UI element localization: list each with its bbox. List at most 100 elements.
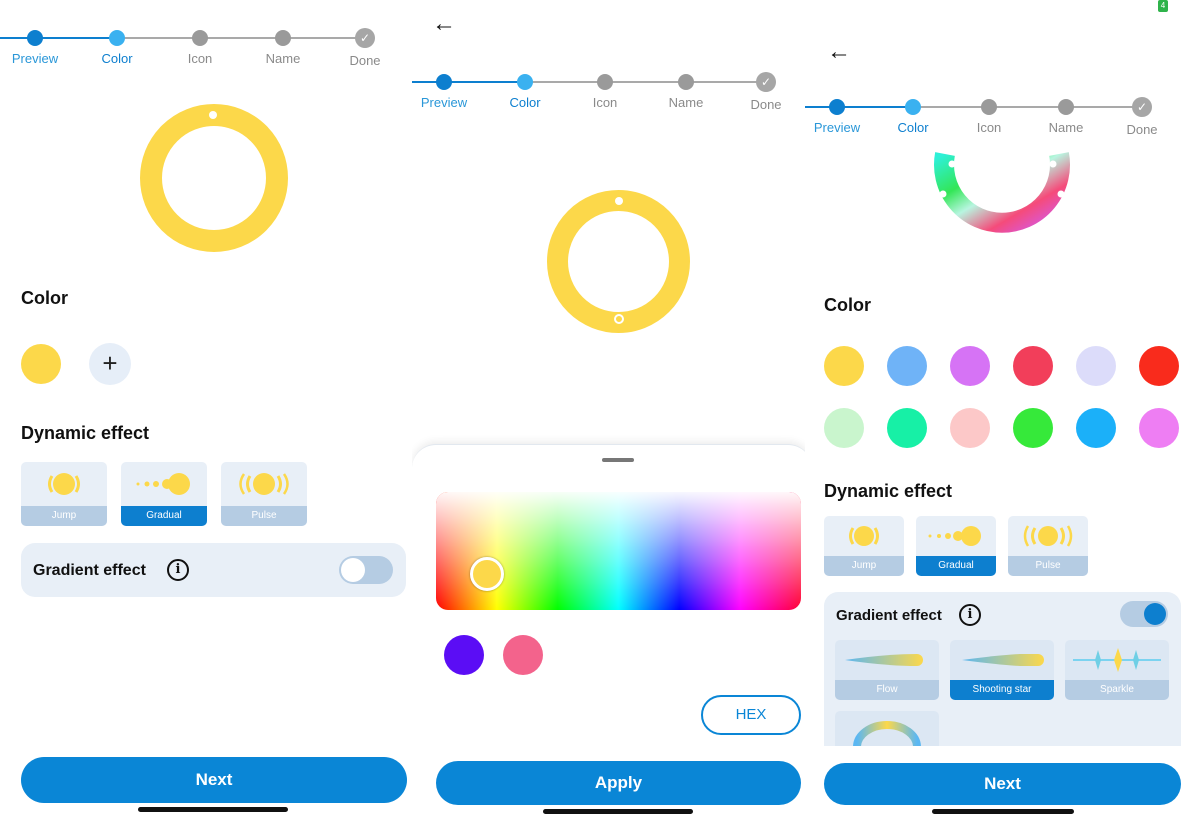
pulse-effect-icon — [1023, 525, 1073, 547]
check-icon: ✓ — [756, 72, 776, 92]
sheet-drag-handle[interactable] — [602, 458, 634, 462]
step-preview[interactable]: Preview — [0, 30, 75, 66]
palette-color-swatch[interactable] — [950, 408, 990, 448]
step-dot — [436, 74, 452, 90]
step-label: Done — [750, 97, 782, 112]
status-badge-icon: 4 — [1158, 0, 1168, 12]
gradient-arc-card[interactable] — [835, 711, 939, 746]
step-label: Done — [1126, 122, 1158, 137]
info-icon[interactable]: i — [959, 604, 981, 626]
step-preview[interactable]: Preview — [412, 74, 484, 110]
screen-color-preview: Preview Color Icon Name ✓ Done Color + Dy… — [0, 0, 410, 822]
gradient-shooting-star-card[interactable]: Shooting star — [950, 640, 1054, 700]
rainbow-ring-preview — [934, 152, 1070, 255]
step-icon[interactable]: Icon — [160, 30, 240, 66]
palette-color-swatch[interactable] — [1076, 408, 1116, 448]
gradient-effect-row: Gradient effect i — [21, 543, 406, 597]
effect-pulse-card[interactable]: Pulse — [1008, 516, 1088, 576]
step-name[interactable]: Name — [243, 30, 323, 66]
step-label: Color — [897, 120, 929, 135]
dynamic-effect-heading: Dynamic effect — [824, 481, 953, 501]
ring-indicator-dot-hollow — [614, 314, 624, 324]
check-icon: ✓ — [1132, 97, 1152, 117]
palette-color-swatch[interactable] — [1139, 346, 1179, 386]
step-label: Preview — [420, 95, 468, 110]
effect-jump-card[interactable]: Jump — [824, 516, 904, 576]
step-name[interactable]: Name — [646, 74, 726, 110]
step-label: Color — [101, 51, 133, 66]
step-label: Preview — [11, 51, 59, 66]
palette-color-swatch[interactable] — [824, 346, 864, 386]
gradual-effect-icon — [136, 473, 190, 495]
palette-color-swatch[interactable] — [1139, 408, 1179, 448]
step-label: Icon — [592, 95, 618, 110]
step-dot — [109, 30, 125, 46]
step-icon[interactable]: Icon — [565, 74, 645, 110]
palette-color-swatch[interactable] — [1013, 408, 1053, 448]
step-dot — [678, 74, 694, 90]
gradient-effect-toggle[interactable] — [1120, 601, 1168, 627]
stepper-track-line — [913, 106, 1142, 108]
apply-button[interactable]: Apply — [436, 761, 801, 805]
info-icon[interactable]: i — [167, 559, 189, 581]
step-color[interactable]: Color — [485, 74, 565, 110]
toggle-knob — [341, 558, 365, 582]
effect-gradual-card[interactable]: Gradual — [121, 462, 207, 526]
step-done[interactable]: ✓ Done — [325, 28, 405, 68]
home-indicator — [138, 807, 288, 812]
step-done[interactable]: ✓ Done — [726, 72, 806, 112]
palette-color-swatch[interactable] — [824, 408, 864, 448]
gradient-flow-card[interactable]: Flow — [835, 640, 939, 700]
gradient-type-label: Flow — [835, 680, 939, 700]
gradient-type-label: Shooting star — [950, 680, 1054, 700]
gradient-effect-toggle[interactable] — [339, 556, 393, 584]
recent-color-swatch[interactable] — [503, 635, 543, 675]
dynamic-effect-heading: Dynamic effect — [21, 423, 150, 443]
plus-icon[interactable]: + — [89, 343, 131, 385]
next-button[interactable]: Next — [21, 757, 407, 803]
step-label: Done — [349, 53, 381, 68]
step-label: Name — [668, 95, 704, 110]
effect-label: Gradual — [121, 506, 207, 526]
home-indicator — [543, 809, 693, 814]
effect-pulse-card[interactable]: Pulse — [221, 462, 307, 526]
step-label: Icon — [187, 51, 213, 66]
stepper-progress-line — [0, 37, 117, 39]
palette-color-swatch[interactable] — [887, 408, 927, 448]
step-dot — [597, 74, 613, 90]
step-preview[interactable]: Preview — [805, 99, 877, 135]
recent-color-swatch[interactable] — [444, 635, 484, 675]
hex-button[interactable]: HEX — [701, 695, 801, 735]
step-dot — [27, 30, 43, 46]
gradient-effect-label: Gradient effect — [836, 607, 942, 624]
step-dot — [981, 99, 997, 115]
spectrum-white-wash — [436, 492, 801, 610]
color-picker-handle[interactable] — [470, 557, 504, 591]
stepper-progress-line — [412, 81, 525, 83]
step-dot — [1058, 99, 1074, 115]
step-done[interactable]: ✓ Done — [1102, 97, 1182, 137]
palette-color-swatch[interactable] — [950, 346, 990, 386]
effect-gradual-card[interactable]: Gradual — [916, 516, 996, 576]
step-color[interactable]: Color — [77, 30, 157, 66]
palette-color-swatch[interactable] — [887, 346, 927, 386]
step-color[interactable]: Color — [873, 99, 953, 135]
color-spectrum[interactable] — [436, 492, 801, 610]
gradient-sparkle-card[interactable]: Sparkle — [1065, 640, 1169, 700]
step-dot — [905, 99, 921, 115]
step-dot — [829, 99, 845, 115]
step-icon[interactable]: Icon — [949, 99, 1029, 135]
ring-indicator-dot — [615, 197, 623, 205]
step-label: Preview — [813, 120, 861, 135]
effect-jump-card[interactable]: Jump — [21, 462, 107, 526]
step-name[interactable]: Name — [1026, 99, 1106, 135]
back-arrow-icon[interactable]: ← — [827, 38, 851, 65]
next-button[interactable]: Next — [824, 763, 1181, 805]
step-dot — [517, 74, 533, 90]
toggle-knob — [1144, 603, 1166, 625]
palette-color-swatch[interactable] — [1013, 346, 1053, 386]
selected-color-swatch[interactable] — [21, 344, 61, 384]
back-arrow-icon[interactable]: ← — [432, 10, 456, 37]
palette-color-swatch[interactable] — [1076, 346, 1116, 386]
effect-label: Gradual — [916, 556, 996, 576]
